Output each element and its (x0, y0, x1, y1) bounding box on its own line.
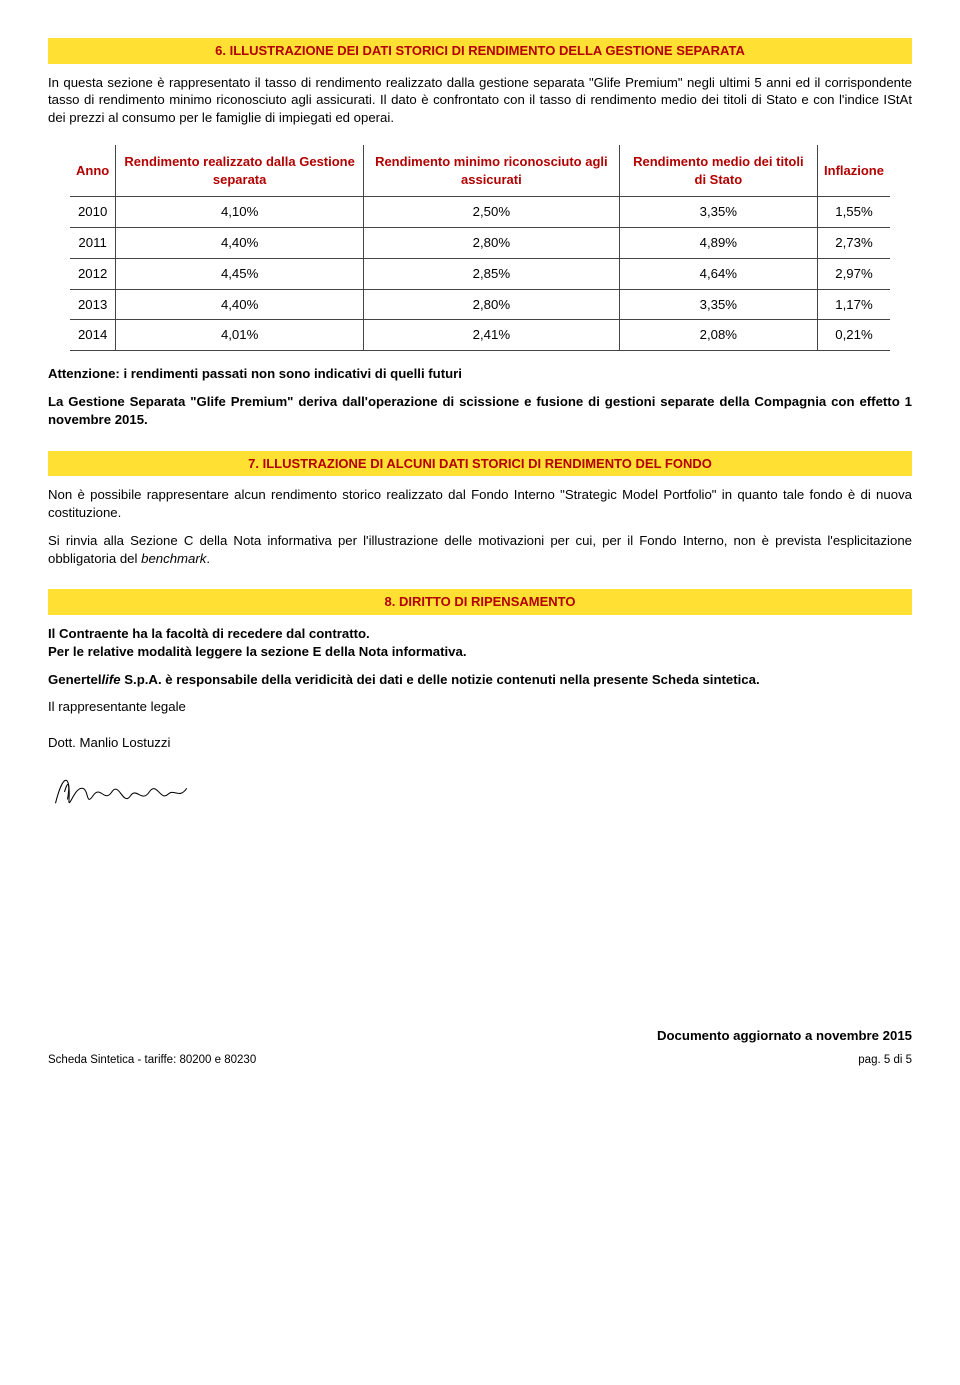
table-cell: 2,41% (364, 320, 620, 351)
table-cell: 4,45% (116, 258, 364, 289)
section-7-header: 7. ILLUSTRAZIONE DI ALCUNI DATI STORICI … (48, 451, 912, 477)
section-6-para2: La Gestione Separata "Glife Premium" der… (48, 393, 912, 429)
col-rend-minimo: Rendimento minimo riconosciuto agli assi… (364, 145, 620, 197)
table-cell: 3,35% (619, 197, 817, 228)
section-7-para2-post: . (206, 551, 210, 566)
section-8-header: 8. DIRITTO DI RIPENSAMENTO (48, 589, 912, 615)
table-header-row: Anno Rendimento realizzato dalla Gestion… (70, 145, 890, 197)
table-cell: 2,08% (619, 320, 817, 351)
company-post: S.p.A. è responsabile della veridicità d… (121, 672, 760, 687)
table-cell: 2,73% (818, 227, 890, 258)
warning-text: Attenzione: i rendimenti passati non son… (48, 365, 912, 383)
section-8-line3: Genertellife S.p.A. è responsabile della… (48, 671, 912, 689)
table-cell: 2014 (70, 320, 116, 351)
table-cell: 1,55% (818, 197, 890, 228)
table-cell: 4,40% (116, 289, 364, 320)
table-row: 20114,40%2,80%4,89%2,73% (70, 227, 890, 258)
section-8-line2: Per le relative modalità leggere la sezi… (48, 643, 912, 661)
table-cell: 4,64% (619, 258, 817, 289)
section-7-para1: Non è possibile rappresentare alcun rend… (48, 486, 912, 522)
footer-right-page: pag. 5 di 5 (858, 1053, 912, 1069)
document-updated: Documento aggiornato a novembre 2015 (48, 1027, 912, 1045)
table-row: 20144,01%2,41%2,08%0,21% (70, 320, 890, 351)
section-7-para2: Si rinvia alla Sezione C della Nota info… (48, 532, 912, 568)
benchmark-italic: benchmark (141, 551, 206, 566)
table-cell: 2,97% (818, 258, 890, 289)
company-pre: Genertel (48, 672, 102, 687)
col-inflazione: Inflazione (818, 145, 890, 197)
signature-image (48, 762, 912, 827)
table-cell: 2010 (70, 197, 116, 228)
section-8-line1: Il Contraente ha la facoltà di recedere … (48, 625, 912, 643)
table-body: 20104,10%2,50%3,35%1,55%20114,40%2,80%4,… (70, 197, 890, 351)
table-cell: 4,40% (116, 227, 364, 258)
table-cell: 2,80% (364, 289, 620, 320)
table-cell: 2013 (70, 289, 116, 320)
col-rend-realizzato: Rendimento realizzato dalla Gestione sep… (116, 145, 364, 197)
footer-left: Scheda Sintetica - tariffe: 80200 e 8023… (48, 1053, 256, 1069)
table-cell: 0,21% (818, 320, 890, 351)
company-italic: life (102, 672, 121, 687)
signature-icon (48, 762, 198, 822)
table-cell: 4,01% (116, 320, 364, 351)
representative-label: Il rappresentante legale (48, 698, 912, 716)
rendimento-table: Anno Rendimento realizzato dalla Gestion… (70, 145, 890, 351)
page-footer: Scheda Sintetica - tariffe: 80200 e 8023… (48, 1053, 912, 1069)
table-row: 20124,45%2,85%4,64%2,97% (70, 258, 890, 289)
section-6-intro: In questa sezione è rappresentato il tas… (48, 74, 912, 127)
table-cell: 3,35% (619, 289, 817, 320)
table-cell: 4,89% (619, 227, 817, 258)
table-cell: 2,80% (364, 227, 620, 258)
table-cell: 2,50% (364, 197, 620, 228)
table-cell: 4,10% (116, 197, 364, 228)
representative-name: Dott. Manlio Lostuzzi (48, 734, 912, 752)
table-cell: 2,85% (364, 258, 620, 289)
table-row: 20104,10%2,50%3,35%1,55% (70, 197, 890, 228)
table-row: 20134,40%2,80%3,35%1,17% (70, 289, 890, 320)
table-cell: 2011 (70, 227, 116, 258)
table-cell: 1,17% (818, 289, 890, 320)
section-6-header: 6. ILLUSTRAZIONE DEI DATI STORICI DI REN… (48, 38, 912, 64)
col-rend-medio: Rendimento medio dei titoli di Stato (619, 145, 817, 197)
col-anno: Anno (70, 145, 116, 197)
table-cell: 2012 (70, 258, 116, 289)
